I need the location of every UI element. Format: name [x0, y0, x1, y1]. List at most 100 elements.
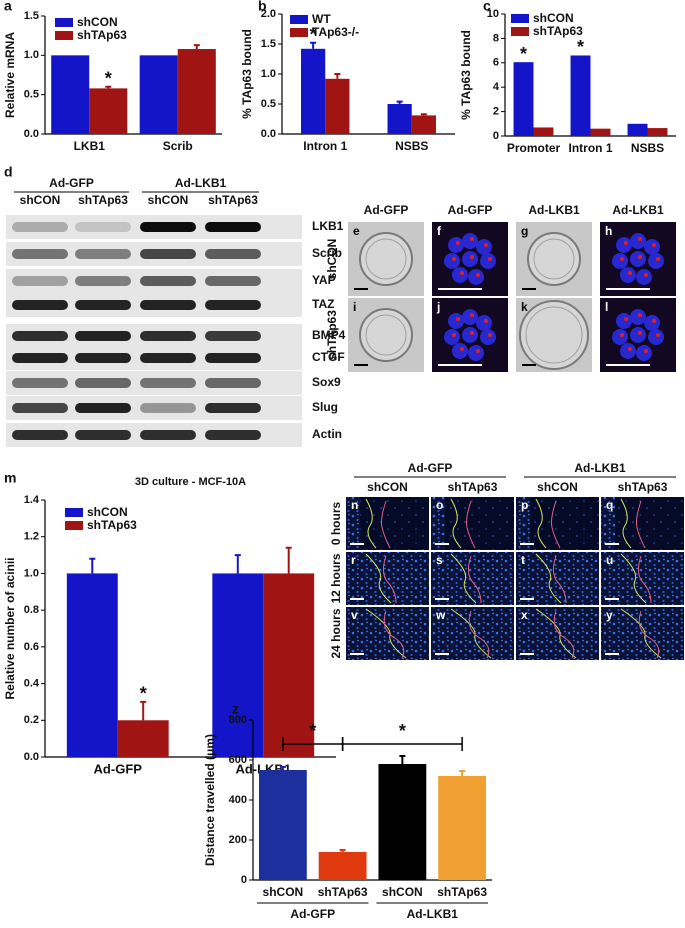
panel-label: i [353, 300, 356, 314]
panel-label: d [4, 164, 13, 180]
error-bar [339, 849, 346, 852]
nucleus [630, 309, 646, 325]
panel-label: u [606, 553, 613, 567]
error-bar [334, 73, 341, 79]
panel-label: e [353, 224, 360, 238]
nucleus [636, 345, 652, 361]
group-header: Ad-LKB1 [574, 461, 626, 475]
panel-label: n [351, 498, 358, 512]
x-tick-label: shCON [263, 885, 304, 899]
stain [470, 255, 474, 259]
bar [411, 115, 436, 134]
significance-star: * [577, 37, 584, 57]
blot-band [140, 331, 196, 341]
stain [624, 317, 628, 321]
y-tick-label: 1.0 [261, 68, 276, 80]
nucleus [616, 313, 632, 329]
y-tick-label: 0.6 [24, 641, 39, 653]
y-tick-label: 0.5 [24, 89, 39, 101]
bar [177, 49, 216, 134]
blot-group: Ad-GFP [49, 176, 94, 190]
blot-band [75, 353, 131, 363]
blot-band [205, 378, 261, 388]
blot-band [75, 331, 131, 341]
nucleus [452, 343, 468, 359]
column-header: shCON [537, 480, 578, 494]
y-tick-label: 0 [493, 130, 499, 142]
column-header: shTAp63 [618, 480, 668, 494]
blot-band [75, 378, 131, 388]
nucleus [630, 233, 646, 249]
panel-label: p [521, 498, 528, 512]
wound-edge-2 [382, 555, 397, 604]
migration-image [601, 607, 684, 660]
x-tick-label: NSBS [395, 139, 428, 153]
wound-edge-2 [552, 555, 567, 604]
blot-protein: CTGF [312, 350, 345, 364]
nucleus [648, 329, 664, 345]
blot-protein: Sox9 [312, 375, 341, 389]
legend-swatch [65, 508, 83, 517]
blot-band [205, 353, 261, 363]
nucleus [462, 233, 478, 249]
bar [325, 78, 350, 134]
y-tick-label: 6 [493, 57, 499, 69]
stain [460, 271, 464, 275]
row-header: 24 hours [329, 608, 343, 658]
panel-label: x [521, 608, 528, 622]
x-tick-label: Scrib [163, 139, 193, 153]
error-bar [420, 113, 427, 116]
stain [452, 333, 456, 337]
y-tick-label: 1.5 [24, 10, 39, 22]
blot-protein: LKB1 [312, 219, 344, 233]
panel-label: c [483, 0, 491, 14]
blot-protein: BMP4 [312, 328, 346, 342]
wound-edge-2 [553, 610, 575, 659]
y-tick-label: 10 [487, 8, 499, 20]
blot-band [12, 276, 68, 286]
nucleus [476, 239, 492, 255]
legend-swatch [55, 31, 73, 40]
migration-image [516, 607, 599, 660]
error-bar [193, 44, 200, 50]
panel-label: f [437, 224, 442, 238]
wound-edge-2 [468, 610, 490, 659]
wound-edge-2 [638, 610, 660, 659]
nucleus [468, 269, 484, 285]
blot-band [75, 276, 131, 286]
bar [212, 573, 264, 757]
x-tick-label: NSBS [631, 141, 664, 155]
y-tick-label: 2 [493, 106, 499, 118]
acinus-inner [365, 238, 407, 280]
panel-label: t [521, 553, 525, 567]
stain [484, 243, 488, 247]
stain [652, 319, 656, 323]
acinus [359, 308, 413, 362]
y-axis-label: % TAp63 bound [240, 29, 254, 119]
acinus [359, 232, 413, 286]
legend-swatch [290, 15, 308, 24]
blot-lane: shTAp63 [208, 193, 258, 207]
error-bar [399, 755, 406, 764]
panel-label: z [232, 701, 239, 717]
y-tick-label: 600 [229, 754, 247, 766]
blot-band [12, 378, 68, 388]
nucleus [644, 239, 660, 255]
significance-star: * [520, 44, 527, 64]
panel-label: h [605, 224, 612, 238]
blot-band [205, 249, 261, 259]
blot-band [12, 222, 68, 232]
panel-label: o [436, 498, 443, 512]
wound-edge [450, 553, 477, 604]
nucleus [462, 327, 478, 343]
panel-label: q [606, 498, 613, 512]
migration-image [431, 607, 514, 660]
error-bar [285, 546, 292, 574]
legend-swatch [55, 18, 73, 27]
panel-label: j [436, 300, 440, 314]
group-label: Ad-LKB1 [407, 907, 459, 921]
legend-label: shCON [77, 15, 118, 29]
blot-lane: shCON [148, 193, 189, 207]
nucleus [468, 345, 484, 361]
blot-protein: Slug [312, 400, 338, 414]
